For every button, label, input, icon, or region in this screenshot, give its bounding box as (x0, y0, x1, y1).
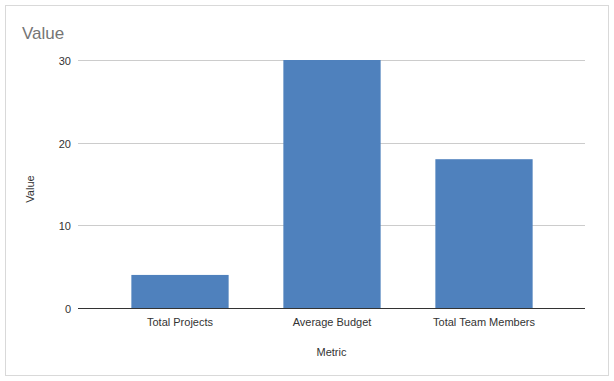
y-tick-label: 10 (59, 220, 71, 232)
x-tick-label: Total Projects (147, 316, 214, 328)
chart-frame (6, 6, 609, 376)
x-tick-label: Average Budget (293, 316, 372, 328)
y-axis-title: Value (24, 175, 36, 202)
chart-title: Value (22, 24, 64, 43)
x-axis-line (78, 308, 585, 309)
y-tick-label: 20 (59, 138, 71, 150)
bar (435, 159, 532, 308)
chart-svg: Value 0 10 20 30 Total Projects Average Budget… (0, 0, 614, 381)
chart-container: Value 0 10 20 30 Total Projects Average Budget… (0, 0, 614, 381)
x-tick-label: Total Team Members (433, 316, 535, 328)
bars (131, 60, 532, 308)
bar (283, 60, 380, 308)
y-tick-label: 30 (59, 55, 71, 67)
x-axis-title: Metric (317, 346, 347, 358)
bar (131, 275, 228, 308)
grid-line (78, 308, 585, 309)
y-tick-label: 0 (65, 303, 71, 315)
